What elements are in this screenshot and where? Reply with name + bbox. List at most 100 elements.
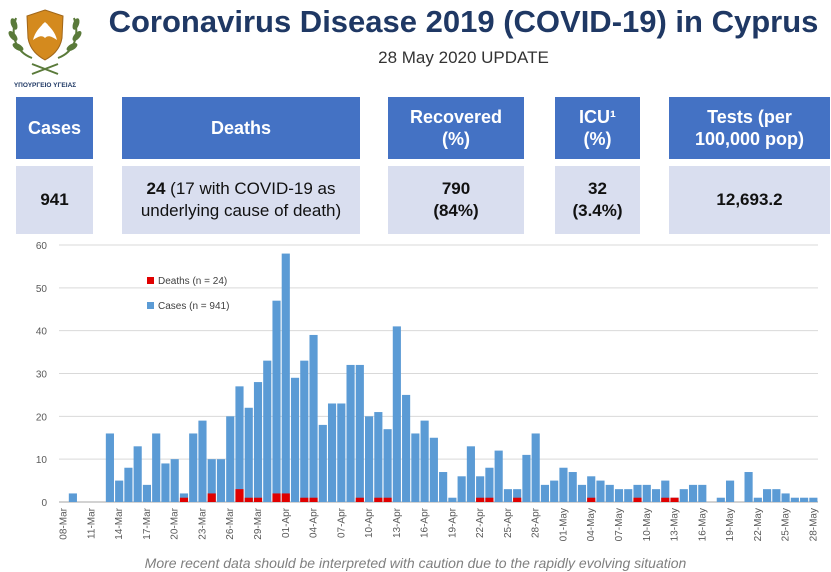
case-bar bbox=[439, 472, 448, 502]
death-bar bbox=[281, 493, 290, 502]
y-tick-label: 10 bbox=[36, 455, 48, 466]
deaths-note: (17 with COVID-19 as underlying cause of… bbox=[140, 178, 342, 220]
case-bar bbox=[115, 480, 124, 502]
x-tick-label: 19-Apr bbox=[447, 507, 458, 538]
case-bar bbox=[383, 429, 392, 502]
legend-deaths-label: Deaths (n = 24) bbox=[158, 276, 227, 287]
death-bar bbox=[513, 497, 522, 502]
case-bar bbox=[374, 412, 383, 502]
case-bar bbox=[485, 467, 494, 502]
case-bar bbox=[105, 433, 114, 502]
case-bar bbox=[698, 484, 707, 502]
legend-cases-label: Cases (n = 941) bbox=[158, 301, 229, 312]
x-tick-label: 10-May bbox=[642, 508, 653, 541]
case-bar bbox=[605, 484, 614, 502]
x-tick-label: 07-Apr bbox=[336, 507, 347, 538]
case-bar bbox=[624, 489, 633, 502]
cases-value: 941 bbox=[40, 189, 69, 209]
case-bar bbox=[152, 433, 161, 502]
death-bar bbox=[309, 497, 318, 502]
x-tick-label: 23-Mar bbox=[197, 507, 208, 539]
case-bar bbox=[633, 484, 642, 502]
case-bar bbox=[68, 493, 77, 502]
case-bar bbox=[540, 484, 550, 502]
death-bar bbox=[244, 497, 253, 502]
case-bar bbox=[207, 459, 216, 502]
case-bar bbox=[161, 463, 170, 502]
tests-header: Tests (per 100,000 pop) bbox=[669, 97, 830, 159]
case-bar bbox=[494, 450, 503, 502]
x-tick-label: 13-Apr bbox=[392, 507, 403, 538]
case-bar bbox=[365, 416, 374, 502]
y-tick-label: 40 bbox=[36, 327, 48, 338]
recovered-value-box: 790 (84%) bbox=[388, 166, 524, 234]
recovered-value: 790 bbox=[441, 178, 471, 198]
case-bar bbox=[809, 497, 818, 502]
x-tick-label: 16-May bbox=[697, 508, 708, 541]
case-bar bbox=[503, 489, 512, 502]
case-bar bbox=[263, 360, 272, 502]
case-bar bbox=[763, 489, 772, 502]
case-bar bbox=[235, 386, 244, 502]
legend-cases-swatch bbox=[147, 302, 154, 309]
case-bar bbox=[716, 497, 725, 502]
case-bar bbox=[753, 497, 762, 502]
x-tick-label: 01-Apr bbox=[281, 507, 292, 538]
deaths-value-box: 24 (17 with COVID-19 as underlying cause… bbox=[122, 166, 360, 234]
x-tick-label: 11-Mar bbox=[86, 507, 97, 539]
death-bar bbox=[272, 493, 281, 502]
case-bar bbox=[642, 484, 651, 502]
death-bar bbox=[587, 497, 596, 502]
legend-deaths-swatch bbox=[147, 277, 154, 284]
case-bar bbox=[587, 476, 596, 502]
y-tick-label: 0 bbox=[41, 498, 47, 509]
death-bar bbox=[253, 497, 263, 502]
case-bar bbox=[614, 489, 624, 502]
icu-value: 32 bbox=[588, 178, 607, 198]
y-tick-label: 30 bbox=[36, 370, 48, 381]
case-bar bbox=[577, 484, 587, 502]
deaths-header: Deaths bbox=[122, 97, 360, 159]
x-tick-label: 20-Mar bbox=[170, 507, 181, 539]
case-bar bbox=[318, 424, 327, 502]
x-tick-label: 17-Mar bbox=[142, 507, 153, 539]
death-bar bbox=[235, 489, 244, 502]
y-tick-label: 60 bbox=[36, 241, 48, 252]
case-bar bbox=[429, 437, 438, 502]
case-bar bbox=[466, 446, 475, 502]
case-bar bbox=[392, 326, 401, 502]
case-bar bbox=[253, 382, 263, 502]
x-tick-label: 08-Mar bbox=[59, 507, 70, 539]
icu-percent: (3.4%) bbox=[572, 201, 623, 220]
case-bar bbox=[448, 497, 457, 502]
x-tick-label: 13-May bbox=[670, 508, 681, 541]
case-bar bbox=[420, 420, 429, 502]
case-bar bbox=[142, 484, 152, 502]
death-bar bbox=[661, 497, 670, 502]
death-bar bbox=[300, 497, 309, 502]
case-bar bbox=[272, 300, 281, 502]
x-tick-label: 28-May bbox=[808, 508, 819, 541]
case-bar bbox=[309, 334, 318, 502]
logo-text: ΥΠΟΥΡΓΕΙΟ ΥΓΕΙΑΣ bbox=[14, 82, 76, 89]
recovered-header: Recovered (%) bbox=[388, 97, 524, 159]
x-tick-label: 19-May bbox=[725, 508, 736, 541]
case-bar bbox=[346, 364, 355, 502]
caution-footnote: More recent data should be interpreted w… bbox=[144, 555, 687, 571]
death-bar bbox=[374, 497, 383, 502]
case-bar bbox=[476, 476, 485, 502]
case-bar bbox=[133, 446, 142, 502]
case-bar bbox=[216, 459, 226, 502]
death-bar bbox=[383, 497, 392, 502]
case-bar bbox=[651, 489, 661, 502]
death-bar bbox=[476, 497, 485, 502]
page-title: Coronavirus Disease 2019 (COVID-19) in C… bbox=[108, 4, 819, 39]
icu-label: ICU¹ (%) bbox=[579, 106, 616, 150]
x-tick-label: 14-Mar bbox=[114, 507, 125, 539]
ministry-of-health-logo: ΥΠΟΥΡΓΕΙΟ ΥΓΕΙΑΣ bbox=[8, 9, 82, 89]
x-tick-label: 04-Apr bbox=[309, 507, 320, 538]
recovered-label: Recovered (%) bbox=[409, 106, 503, 150]
case-bar bbox=[327, 403, 337, 502]
case-bar bbox=[226, 416, 235, 502]
case-bar bbox=[244, 407, 253, 502]
